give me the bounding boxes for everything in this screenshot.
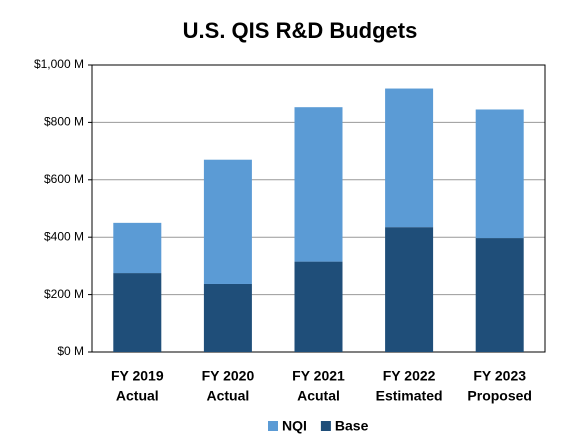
y-tick-label: $800 M [44,115,84,129]
bar-segment [294,107,343,262]
bar-segment [385,88,434,228]
bar-segment [294,261,343,352]
x-tick-label: Estimated [376,388,443,404]
bar-segment [475,109,524,239]
chart-title: U.S. QIS R&D Budgets [183,18,418,43]
x-tick-label: FY 2023 [473,368,526,384]
x-tick-label: FY 2020 [202,368,255,384]
x-tick-label: Actual [116,388,159,404]
x-tick-label: FY 2019 [111,368,164,384]
x-tick-label: Acutal [297,388,340,404]
bar-segment [113,273,162,352]
legend-label: NQI [282,418,307,434]
x-tick-label: FY 2022 [383,368,436,384]
y-tick-label: $600 M [44,172,84,186]
legend-swatch [268,421,278,431]
legend-label: Base [335,418,369,434]
y-tick-label: $400 M [44,229,84,243]
y-tick-label: $1,000 M [34,57,84,71]
bar-segment [203,159,252,284]
bar-segment [113,222,162,274]
y-tick-label: $0 M [57,344,84,358]
legend-swatch [320,421,331,431]
x-tick-label: Actual [207,388,250,404]
bar-segment [203,283,252,352]
x-tick-label: Proposed [467,388,532,404]
bar-segment [385,227,434,352]
y-tick-label: $200 M [44,287,84,301]
bar-segment [475,238,524,352]
x-tick-label: FY 2021 [292,368,345,384]
